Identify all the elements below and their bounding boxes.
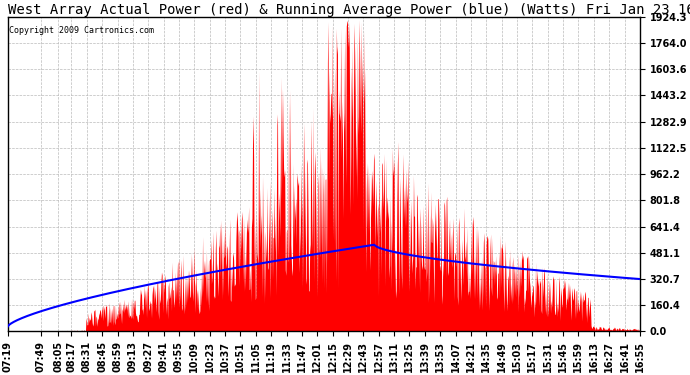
Text: West Array Actual Power (red) & Running Average Power (blue) (Watts) Fri Jan 23 : West Array Actual Power (red) & Running … [8, 3, 690, 17]
Text: Copyright 2009 Cartronics.com: Copyright 2009 Cartronics.com [9, 26, 154, 35]
